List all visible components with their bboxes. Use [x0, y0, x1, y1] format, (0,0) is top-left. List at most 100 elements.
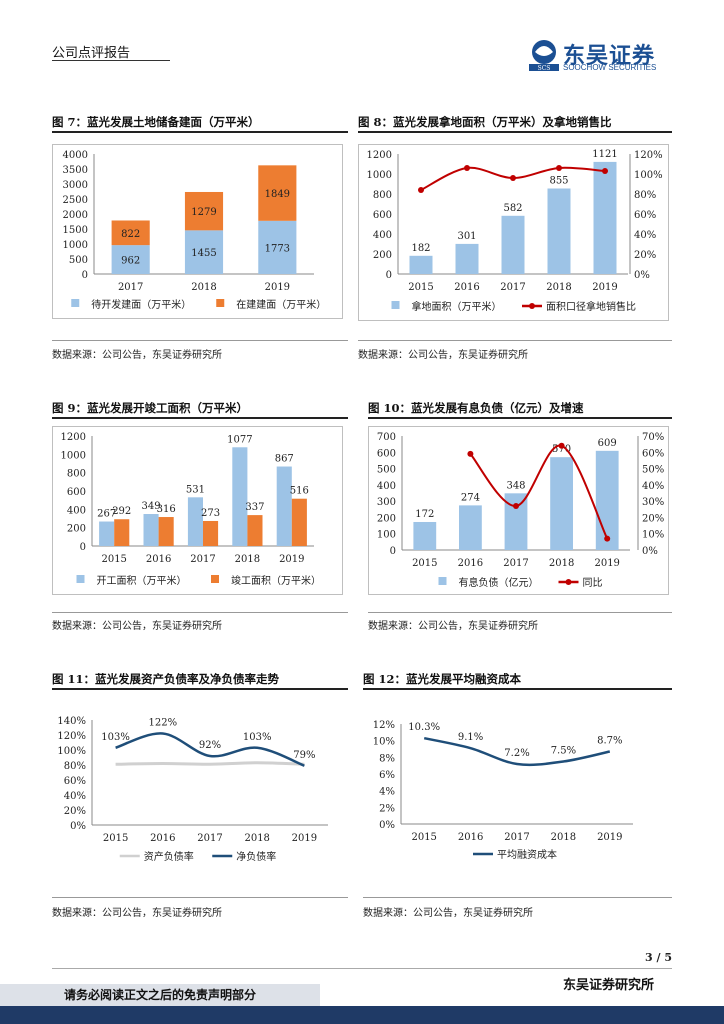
- y2-tick-label: 60%: [642, 448, 664, 459]
- bar-value-label: 1455: [191, 248, 216, 259]
- x-tick-label: 2017: [503, 558, 528, 569]
- bar: [413, 521, 437, 550]
- figure-9-chart: 0 200 400 600 800 1000 1200 2015 2016 2017 2018 201…: [52, 426, 343, 595]
- x-tick-label: 2019: [292, 833, 317, 844]
- y2-tick-label: 60%: [634, 210, 656, 221]
- y-tick-label: 3500: [63, 165, 88, 176]
- y-tick-label: 100: [377, 530, 396, 541]
- x-tick-label: 2016: [458, 832, 483, 843]
- bar-value-label: 292: [112, 506, 131, 517]
- bar-value-label: 274: [461, 492, 480, 503]
- bar-value-label: 531: [186, 484, 205, 495]
- figure-10-source-rule: [368, 612, 672, 613]
- legend-label: 面积口径拿地销售比: [546, 300, 636, 313]
- x-tick-label: 2016: [454, 282, 479, 293]
- y2-tick-label: 120%: [634, 150, 663, 161]
- x-tick-label: 2019: [594, 558, 619, 569]
- y-tick-label: 1200: [61, 432, 86, 443]
- line-value-label: 9.1%: [458, 732, 483, 743]
- line-value-label: 103%: [243, 732, 272, 743]
- bar: [158, 517, 174, 546]
- y-tick-label: 0%: [70, 821, 86, 832]
- y-tick-label: 100%: [57, 746, 86, 757]
- bar-value-label: 609: [598, 438, 617, 449]
- line-value-label: 103%: [101, 732, 130, 743]
- figure-7-source: 数据来源：公司公告，东吴证券研究所: [52, 350, 222, 361]
- y2-tick-label: 40%: [634, 230, 656, 241]
- legend-label: 拿地面积（万平米）: [412, 300, 502, 313]
- line-value-label: 8.7%: [597, 736, 622, 747]
- legend-swatch: [391, 301, 400, 309]
- y-tick-label: 800: [373, 190, 392, 201]
- legend-label: 待开发建面（万平米）: [91, 298, 191, 311]
- bar: [187, 497, 203, 546]
- legend-label: 在建建面（万平米）: [236, 298, 326, 311]
- figure-12-title: 图 12：蓝光发展平均融资成本: [363, 672, 522, 686]
- figure-10-chart: 0 100 200 300 400 500 600 700 0% 10% 20% 30% 40% 50% 6…: [368, 426, 669, 595]
- chart-frame: [52, 426, 343, 595]
- figure-8-source: 数据来源：公司公告，东吴证券研究所: [358, 350, 528, 361]
- y-tick-label: 600: [67, 487, 86, 498]
- figure-9-title: 图 9：蓝光发展开竣工面积（万平米）: [52, 401, 249, 415]
- y-tick-label: 1200: [367, 150, 392, 161]
- bar-pending: [258, 220, 297, 274]
- y-tick-label: 2000: [63, 210, 88, 221]
- y2-tick-label: 10%: [642, 530, 664, 541]
- x-tick-label: 2015: [408, 282, 433, 293]
- line-value-label: 79%: [293, 750, 315, 761]
- line-point: [602, 168, 608, 174]
- line-series: [115, 761, 305, 766]
- bar-value-label: 1773: [265, 243, 290, 254]
- bar-value-label: 1121: [592, 149, 617, 160]
- y-tick-label: 500: [69, 255, 88, 266]
- footer-notice-band: [0, 984, 320, 1006]
- y-tick-label: 400: [373, 230, 392, 241]
- figure-11-source-rule: [52, 897, 348, 898]
- x-tick-label: 2016: [150, 833, 175, 844]
- y-tick-label: 500: [377, 465, 396, 476]
- figure-8-title: 图 8：蓝光发展拿地面积（万平米）及拿地销售比: [358, 115, 612, 129]
- figure-10-rule: [368, 417, 672, 419]
- y2-tick-label: 0%: [634, 270, 650, 281]
- y-tick-label: 0: [82, 270, 88, 281]
- bar-value-label: 962: [121, 256, 140, 267]
- y-tick-label: 120%: [57, 731, 86, 742]
- y-tick-label: 12%: [373, 720, 395, 731]
- y2-tick-label: 70%: [642, 432, 664, 443]
- y-tick-label: 0: [386, 270, 392, 281]
- bar-value-label: 570: [552, 444, 571, 455]
- line-point: [604, 535, 611, 542]
- legend-swatch: [438, 577, 447, 585]
- bar-value-label: 822: [121, 229, 140, 240]
- bar: [247, 515, 263, 546]
- bar: [501, 215, 525, 274]
- y2-tick-label: 20%: [642, 513, 664, 524]
- line-point: [558, 442, 565, 449]
- x-tick-label: 2017: [118, 282, 143, 293]
- figure-11-chart: 0% 20% 40% 60% 80% 100% 120% 140% 2015 2016 2017 20…: [57, 716, 328, 863]
- company-logo: SCS 东吴证券 SOOCHOW SECURITIES: [527, 38, 677, 74]
- y-tick-label: 1500: [63, 225, 88, 236]
- bar-building: [258, 165, 297, 221]
- figure-9-source-rule: [52, 612, 348, 613]
- x-tick-label: 2018: [549, 558, 574, 569]
- y-tick-label: 300: [377, 497, 396, 508]
- line-value-label: 7.5%: [551, 746, 576, 757]
- bar-value-label: 582: [503, 203, 522, 214]
- y-tick-label: 2500: [63, 195, 88, 206]
- legend-swatch: [76, 575, 85, 583]
- y2-tick-label: 40%: [642, 481, 664, 492]
- y-tick-label: 0%: [379, 820, 395, 831]
- x-tick-label: 2016: [458, 558, 483, 569]
- y2-tick-label: 30%: [642, 497, 664, 508]
- bar: [547, 188, 571, 274]
- page-number: 3 / 5: [645, 951, 672, 964]
- bar: [455, 243, 479, 274]
- footer-org-name: 东吴证券研究所: [562, 978, 654, 993]
- figure-12-rule: [363, 688, 672, 690]
- y-tick-label: 2%: [379, 803, 395, 814]
- figure-8-source-rule: [358, 340, 672, 341]
- y2-tick-label: 20%: [634, 250, 656, 261]
- x-tick-label: 2016: [146, 554, 171, 565]
- bar-value-label: 182: [411, 243, 430, 254]
